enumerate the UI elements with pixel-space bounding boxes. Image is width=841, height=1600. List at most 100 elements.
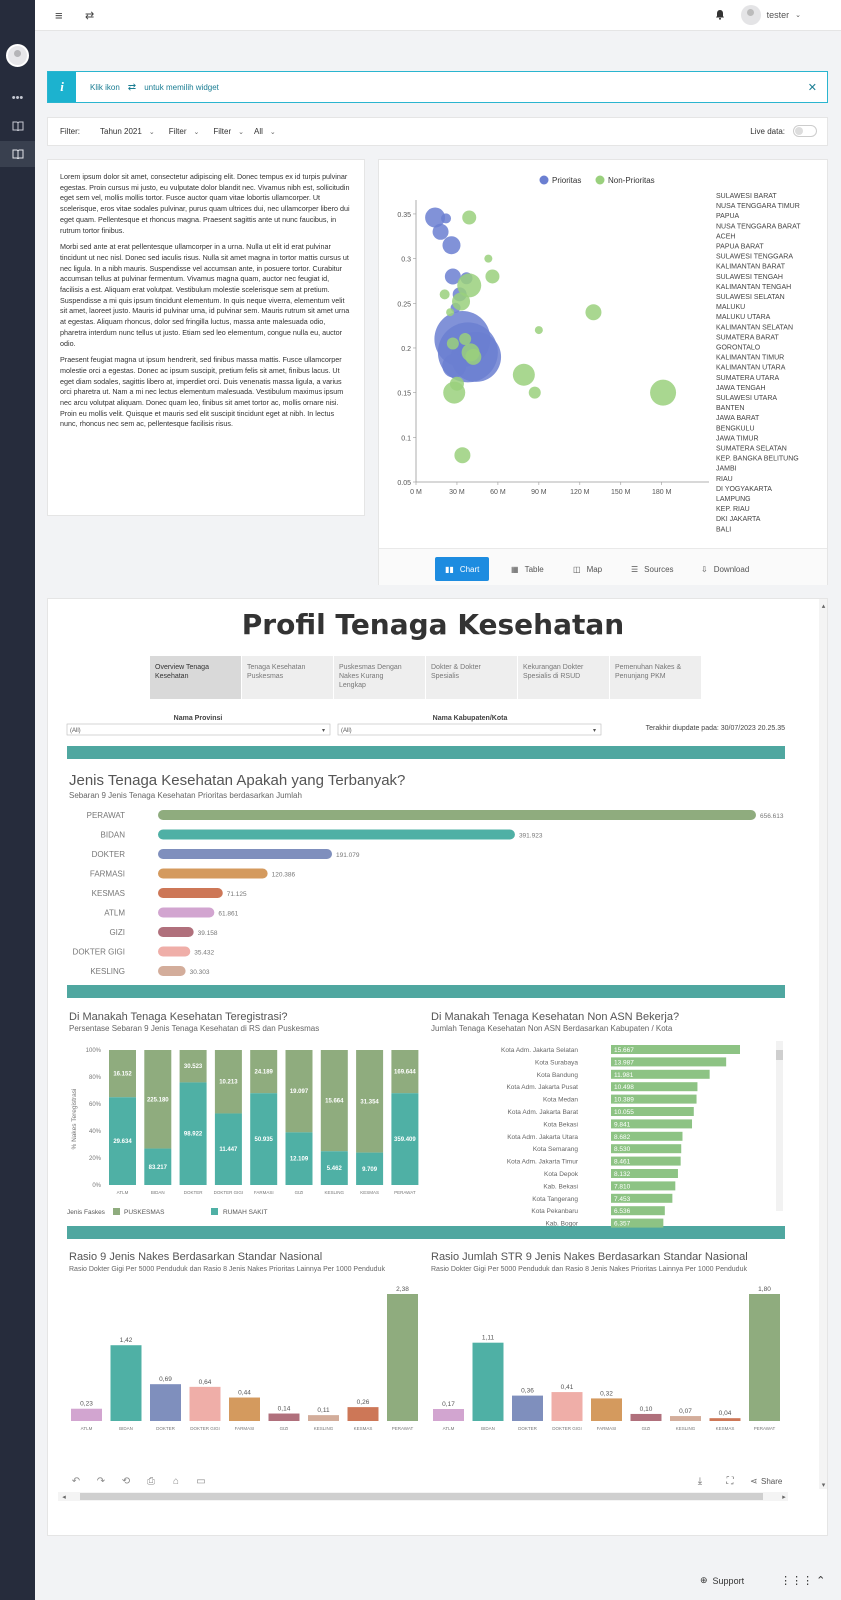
chevron-down-icon: ⌄ <box>193 128 200 136</box>
dashboard-tab-3[interactable]: Dokter & Dokter Spesialis <box>426 656 517 699</box>
share-label[interactable]: Share <box>761 1477 783 1486</box>
more-dots-icon[interactable]: ••• <box>11 92 24 104</box>
kota-bar <box>611 1144 682 1154</box>
book-open-icon[interactable] <box>0 141 35 167</box>
rasio-str-category-label: DOKTER <box>518 1426 538 1431</box>
kota-label: Kota Adm. Jakarta Utara <box>507 1134 578 1141</box>
province-label: GORONTALO <box>716 345 761 352</box>
rasio-nakes-category-label: GIZI <box>280 1426 289 1431</box>
rasio-str-value-label: 0,36 <box>521 1388 534 1395</box>
apps-grid-icon[interactable]: ⋮⋮⋮ ⌃ <box>780 1575 826 1587</box>
sources-button[interactable]: ☰ Sources <box>621 557 684 581</box>
scatter-point-non-prioritas <box>446 308 455 317</box>
toolbar-tool-icon[interactable]: ↶ <box>72 1476 80 1487</box>
bell-icon[interactable] <box>715 9 725 23</box>
filter-dropdown-1[interactable]: Filter ⌄ <box>169 127 200 136</box>
y-tick-label: 0.1 <box>401 435 411 442</box>
stack-value-label: 30.523 <box>184 1064 203 1070</box>
stack-value-label: 359.409 <box>394 1137 416 1143</box>
support-button[interactable]: ⊕ Support <box>700 1575 744 1586</box>
dashboard-tab-5[interactable]: Pemenuhan Nakes & Penunjang PKM <box>610 656 701 699</box>
download-icon[interactable]: ⤓ <box>698 1476 703 1487</box>
dashboard-tab-4[interactable]: Kekurangan Dokter Spesialis di RSUD <box>518 656 609 699</box>
province-label: SUMATERA UTARA <box>716 375 779 382</box>
rasio-nakes-bar <box>150 1384 181 1421</box>
toolbar-tool-icon[interactable]: ⎙ <box>147 1476 155 1487</box>
kota-value-label: 8.530 <box>614 1146 631 1153</box>
stack-value-label: 19.097 <box>290 1089 309 1095</box>
dashboard-tab-0[interactable]: Overview Tenaga Kesehatan <box>150 656 241 699</box>
scatter-point-prioritas <box>442 353 467 378</box>
kota-bar <box>611 1156 681 1166</box>
kota-bar <box>611 1131 683 1141</box>
rasio-nakes-bar <box>71 1408 102 1421</box>
map-view-button[interactable]: ◫ Map <box>563 557 612 581</box>
kota-bar <box>611 1169 678 1178</box>
swap-arrows-icon[interactable]: ⇄ <box>85 10 95 22</box>
rasio-str-value-label: 0,32 <box>600 1390 613 1397</box>
dashboard-tab-label: Overview Tenaga <box>155 664 209 671</box>
rasio-nakes-bar <box>110 1345 142 1421</box>
close-icon[interactable]: ✕ <box>807 82 817 94</box>
filter-3-value: All <box>254 127 263 136</box>
toolbar-tool-icon[interactable]: ▭ <box>196 1476 205 1487</box>
dashboard-tab-1[interactable]: Tenaga Kesehatan Puskesmas <box>242 656 333 699</box>
list-scroll-thumb[interactable] <box>776 1050 783 1060</box>
province-label: BENGKULU <box>716 425 755 432</box>
y-tick-label: 0.3 <box>401 257 411 264</box>
chevron-down-icon: ⌄ <box>795 12 801 19</box>
toolbar-tool-icon[interactable]: ⌂ <box>173 1476 179 1487</box>
province-label: MALUKU UTARA <box>716 314 771 321</box>
filter-dropdown-2[interactable]: Filter ⌄ <box>213 127 244 136</box>
kota-label: Kota Medan <box>543 1097 578 1104</box>
stack-bar-puskesmas <box>285 1050 313 1133</box>
kota-value-label: 7.453 <box>614 1196 631 1203</box>
stack-value-label: 15.664 <box>325 1099 344 1105</box>
stack-bar-puskesmas <box>109 1050 136 1098</box>
share-icon[interactable]: ⋖ <box>750 1476 758 1486</box>
rasio-nakes-value-label: 1,42 <box>120 1337 133 1344</box>
dashboard-tab-2[interactable]: Puskesmas Dengan Nakes Kurang Lengkap <box>334 656 425 699</box>
rasio-str-bar <box>670 1416 701 1421</box>
live-data-toggle[interactable] <box>793 125 817 137</box>
chevron-down-icon: ⌄ <box>269 128 276 136</box>
table-view-button[interactable]: ▦ Table <box>501 557 554 581</box>
rasio-nakes-bar <box>308 1415 339 1421</box>
hamburger-menu-icon[interactable]: ≡ <box>55 8 63 23</box>
stack-bar-rumah-sakit <box>285 1132 313 1185</box>
dashboard-tab-label: Nakes Kurang <box>339 673 383 680</box>
info-text-1: Klik ikon <box>90 82 120 92</box>
list-scrollbar[interactable] <box>776 1041 783 1211</box>
bar-value-label: 391.923 <box>519 833 543 840</box>
filter-year-dropdown[interactable]: Tahun 2021 ⌄ <box>100 127 155 136</box>
horizontal-scroll-thumb[interactable] <box>80 1493 763 1500</box>
rasio-nakes-category-label: ATLM <box>81 1426 93 1431</box>
download-button[interactable]: ⇩ Download <box>691 557 759 581</box>
user-menu[interactable]: tester ⌄ <box>740 5 801 25</box>
book-icon[interactable] <box>0 113 35 139</box>
kota-bar <box>611 1119 693 1129</box>
province-label: BANTEN <box>716 405 744 412</box>
bar-gizi <box>158 927 194 937</box>
vertical-scrollbar[interactable] <box>819 599 828 1489</box>
filter-provinsi-select[interactable]: (All) ▾ <box>66 723 331 736</box>
kota-value-label: 9.841 <box>614 1121 631 1128</box>
kota-label: Kab. Bekasi <box>543 1183 578 1190</box>
sidebar-avatar[interactable] <box>6 44 29 67</box>
fullscreen-icon[interactable]: ⛶ <box>726 1476 735 1487</box>
toolbar-tool-icon[interactable]: ⟲ <box>122 1476 131 1487</box>
chart-toolbar: ▮▮ Chart ▦ Table ◫ Map ☰ Sources ⇩ Download <box>379 548 827 585</box>
chart-view-button[interactable]: ▮▮ Chart <box>435 557 490 581</box>
filter-dropdown-3[interactable]: All ⌄ <box>254 127 276 136</box>
province-label: JAWA BARAT <box>716 415 760 422</box>
filter-kabupaten-select[interactable]: (All) ▾ <box>337 723 602 736</box>
dashboard-tab-label: Spesialis di RSUD <box>523 673 580 680</box>
y-tick-label: 0.35 <box>397 212 411 219</box>
bar-value-label: 120.386 <box>272 872 296 879</box>
dashboard-tab-label: Kesehatan <box>155 673 189 680</box>
x-category-label: PERAWAT <box>394 1190 416 1195</box>
rasio-nakes-value-label: 0,44 <box>238 1390 251 1397</box>
rasio-nakes-category-label: KESMAS <box>354 1426 373 1431</box>
toolbar-tool-icon[interactable]: ↷ <box>97 1476 106 1487</box>
